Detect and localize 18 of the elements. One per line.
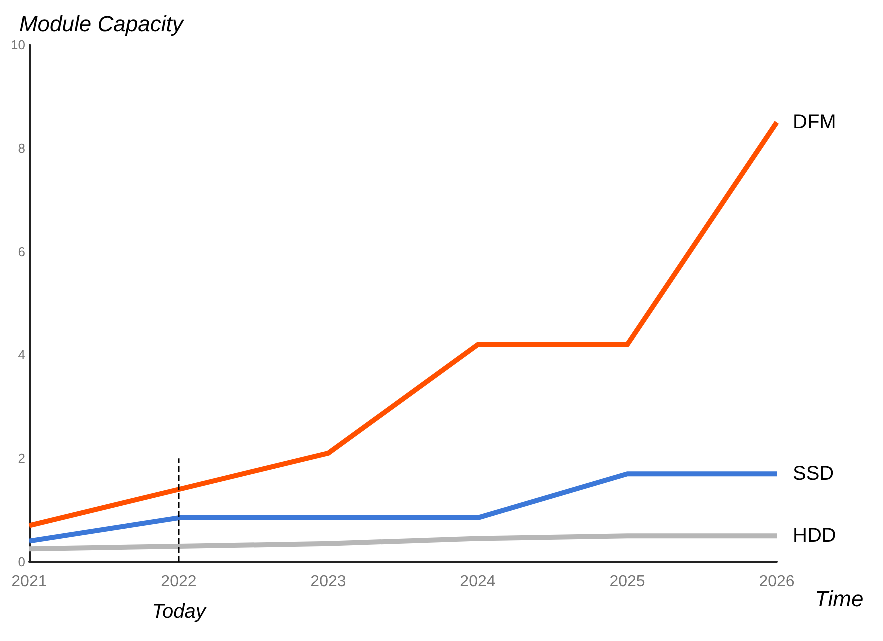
y-tick-label: 4 xyxy=(18,348,26,363)
x-tick-label: 2026 xyxy=(759,574,795,590)
series-label: DFM xyxy=(793,112,836,134)
x-tick-label: 2023 xyxy=(310,574,346,590)
y-axis-title: Module Capacity xyxy=(19,12,186,36)
x-axis-title: Time xyxy=(815,586,864,612)
series-label: HDD xyxy=(793,525,836,548)
y-tick-label: 8 xyxy=(18,140,26,156)
ref-line-label: Today xyxy=(152,601,207,623)
y-tick-label: 0 xyxy=(18,554,26,570)
x-tick-label: 2021 xyxy=(12,574,48,590)
x-tick-label: 2024 xyxy=(460,574,496,590)
y-tick-label: 10 xyxy=(10,38,26,52)
y-tick-label: 2 xyxy=(18,451,26,466)
series-label: SSD xyxy=(793,463,834,486)
x-tick-label: 2022 xyxy=(161,574,197,590)
x-tick-label: 2025 xyxy=(610,574,646,590)
y-tick-label: 6 xyxy=(18,244,26,260)
